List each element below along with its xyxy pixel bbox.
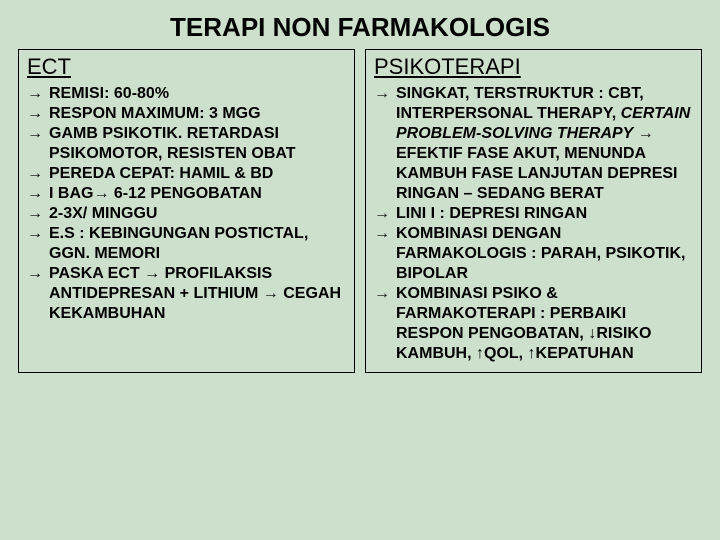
arrow-icon: → bbox=[27, 84, 43, 104]
arrow-icon: → bbox=[374, 284, 390, 364]
list-item-text: KOMBINASI DENGAN FARMAKOLOGIS : PARAH, P… bbox=[396, 224, 693, 284]
list-item-text: I BAG→ 6-12 PENGOBATAN bbox=[49, 184, 346, 204]
list-item-text: REMISI: 60-80% bbox=[49, 84, 346, 104]
list-item-text: 2-3X/ MINGGU bbox=[49, 204, 346, 224]
list-item-text: PASKA ECT → PROFILAKSIS ANTIDEPRESAN + L… bbox=[49, 264, 346, 324]
list-item: → I BAG→ 6-12 PENGOBATAN bbox=[27, 184, 346, 204]
list-item: →GAMB PSIKOTIK. RETARDASI PSIKOMOTOR, RE… bbox=[27, 124, 346, 164]
list-item-text: SINGKAT, TERSTRUKTUR : CBT, INTERPERSONA… bbox=[396, 84, 693, 204]
right-list: →SINGKAT, TERSTRUKTUR : CBT, INTERPERSON… bbox=[374, 84, 693, 364]
list-item-text: LINI I : DEPRESI RINGAN bbox=[396, 204, 693, 224]
list-item-text: GAMB PSIKOTIK. RETARDASI PSIKOMOTOR, RES… bbox=[49, 124, 346, 164]
list-item: →E.S : KEBINGUNGAN POSTICTAL, GGN. MEMOR… bbox=[27, 224, 346, 264]
list-item-text: PEREDA CEPAT: HAMIL & BD bbox=[49, 164, 346, 184]
arrow-icon: → bbox=[27, 204, 43, 224]
list-item: → PEREDA CEPAT: HAMIL & BD bbox=[27, 164, 346, 184]
list-item: → LINI I : DEPRESI RINGAN bbox=[374, 204, 693, 224]
list-item: →PASKA ECT → PROFILAKSIS ANTIDEPRESAN + … bbox=[27, 264, 346, 324]
columns-container: ECT → REMISI: 60-80% → RESPON MAXIMUM: 3 MG… bbox=[18, 49, 702, 373]
left-heading: ECT bbox=[27, 54, 346, 80]
list-item: → 2-3X/ MINGGU bbox=[27, 204, 346, 224]
right-heading: PSIKOTERAPI bbox=[374, 54, 693, 80]
list-item: →KOMBINASI DENGAN FARMAKOLOGIS : PARAH, … bbox=[374, 224, 693, 284]
arrow-icon: → bbox=[27, 124, 43, 164]
list-item: → RESPON MAXIMUM: 3 MGG bbox=[27, 104, 346, 124]
arrow-icon: → bbox=[374, 84, 390, 204]
arrow-icon: → bbox=[27, 264, 43, 324]
arrow-icon: → bbox=[27, 164, 43, 184]
list-item: →SINGKAT, TERSTRUKTUR : CBT, INTERPERSON… bbox=[374, 84, 693, 204]
left-column: ECT → REMISI: 60-80% → RESPON MAXIMUM: 3 MG… bbox=[18, 49, 355, 373]
arrow-icon: → bbox=[27, 184, 43, 204]
page-title: TERAPI NON FARMAKOLOGIS bbox=[18, 12, 702, 43]
arrow-icon: → bbox=[374, 204, 390, 224]
arrow-icon: → bbox=[374, 224, 390, 284]
list-item: →KOMBINASI PSIKO & FARMAKOTERAPI : PERBA… bbox=[374, 284, 693, 364]
italic-text: CERTAIN PROBLEM-SOLVING THERAPY bbox=[396, 105, 690, 142]
arrow-icon: → bbox=[27, 104, 43, 124]
list-item-text: E.S : KEBINGUNGAN POSTICTAL, GGN. MEMORI bbox=[49, 224, 346, 264]
list-item: → REMISI: 60-80% bbox=[27, 84, 346, 104]
list-item-text: RESPON MAXIMUM: 3 MGG bbox=[49, 104, 346, 124]
left-list: →REMISI: 60-80%→RESPON MAXIMUM: 3 MGG→GA… bbox=[27, 84, 346, 324]
list-item-text: KOMBINASI PSIKO & FARMAKOTERAPI : PERBAI… bbox=[396, 284, 693, 364]
right-column: PSIKOTERAPI →SINGKAT, TERSTRUKTUR : CBT,… bbox=[365, 49, 702, 373]
arrow-icon: → bbox=[27, 224, 43, 264]
